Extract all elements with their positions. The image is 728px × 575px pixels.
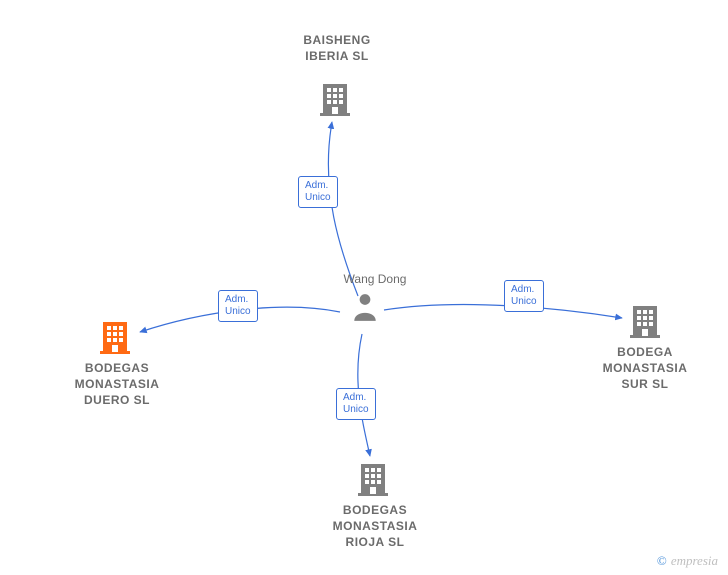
edge-label-top: Adm. Unico [298, 176, 338, 208]
building-icon-right [630, 304, 658, 336]
person-icon [352, 292, 378, 327]
edge-right [384, 305, 622, 318]
building-icon-left [100, 320, 128, 352]
edge-top [328, 122, 358, 296]
node-label-right: BODEGA MONASTASIA SUR SL [590, 344, 700, 393]
building-icon-bottom [358, 462, 386, 494]
edge-label-bottom: Adm. Unico [336, 388, 376, 420]
watermark: © empresia [657, 553, 718, 569]
node-label-bottom: BODEGAS MONASTASIA RIOJA SL [320, 502, 430, 551]
watermark-text: empresia [671, 553, 718, 568]
edge-label-right: Adm. Unico [504, 280, 544, 312]
diagram-canvas: Wang Dong BAISHENG IBERIA SL BO [0, 0, 728, 575]
edge-label-left: Adm. Unico [218, 290, 258, 322]
node-label-top: BAISHENG IBERIA SL [287, 32, 387, 64]
node-label-left: BODEGAS MONASTASIA DUERO SL [62, 360, 172, 409]
building-icon-top [320, 82, 348, 114]
center-person-label: Wang Dong [330, 272, 420, 286]
copyright-symbol: © [657, 553, 667, 568]
